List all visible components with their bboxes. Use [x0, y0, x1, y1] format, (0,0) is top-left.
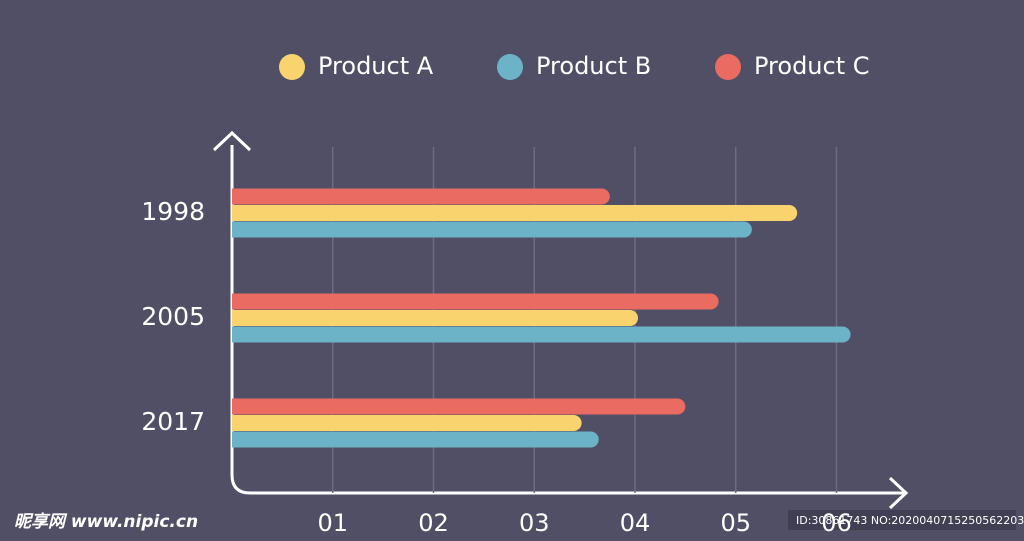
id-box — [788, 510, 1016, 530]
x-tick-label: 01 — [317, 509, 348, 537]
bar — [232, 221, 752, 238]
bar — [232, 415, 582, 431]
legend-label: Product A — [318, 52, 434, 80]
bar — [232, 310, 639, 326]
x-tick-label: 05 — [720, 509, 751, 537]
x-tick-label: 03 — [519, 509, 550, 537]
marks — [232, 188, 851, 448]
bar — [232, 188, 610, 205]
bar — [232, 431, 599, 448]
x-arrow — [888, 476, 909, 510]
legend-label: Product B — [536, 52, 651, 80]
x-tick-label: 04 — [620, 509, 651, 537]
image-id: ID:30861743 NO:20200407152505622032 — [796, 514, 1024, 527]
y-tick-label: 1998 — [141, 197, 205, 226]
y-tick-label: 2005 — [141, 302, 205, 331]
bar — [232, 398, 686, 415]
y-tick-label: 2017 — [141, 407, 205, 436]
legend-swatch — [497, 54, 523, 80]
bar — [232, 205, 798, 221]
legend-swatch — [279, 54, 305, 80]
axis — [230, 145, 905, 495]
x-tick-label: 02 — [418, 509, 449, 537]
bar — [232, 293, 719, 310]
y-arrow — [212, 130, 252, 152]
watermark: 昵享网 www.nipic.cn — [14, 512, 198, 532]
x-tick-label: 06 — [821, 509, 852, 537]
legend-label: Product C — [754, 52, 870, 80]
bar — [232, 326, 851, 343]
legend-swatch — [715, 54, 741, 80]
